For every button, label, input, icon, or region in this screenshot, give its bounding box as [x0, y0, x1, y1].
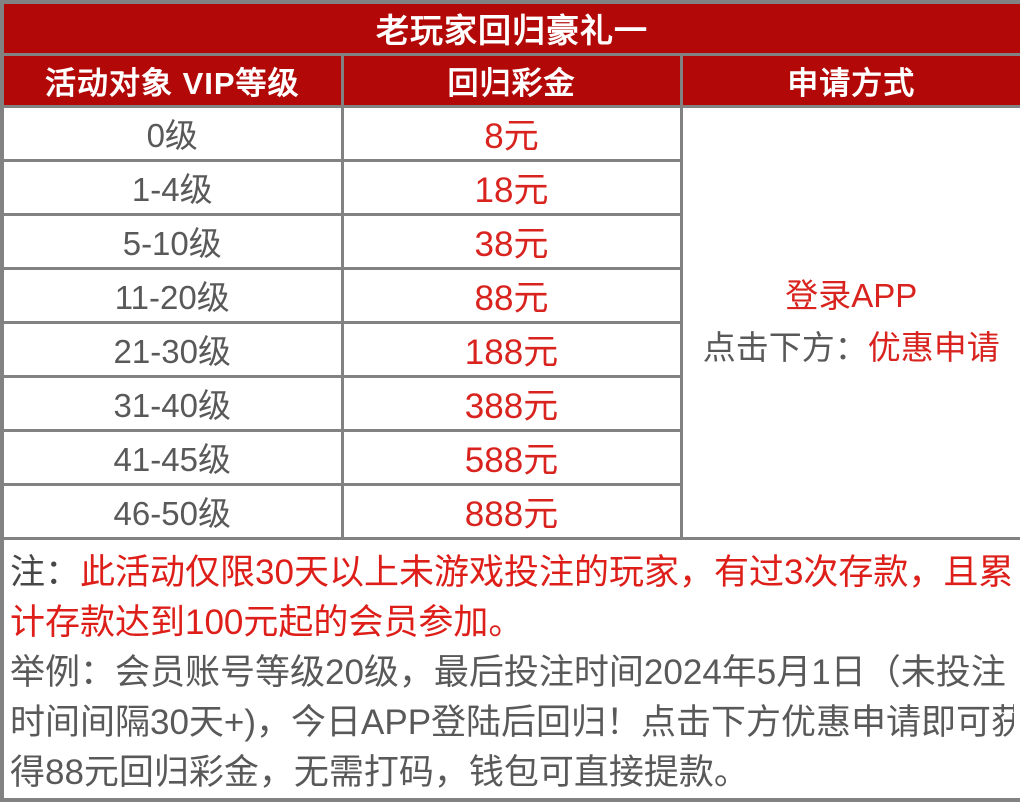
table-row: 0级 8元 登录APP 点击下方：优惠申请 — [2, 106, 1020, 160]
example-line-3: 得88元回归彩金，无需打码，钱包可直接提款。 — [10, 748, 1014, 798]
bonus-cell: 588元 — [342, 430, 681, 484]
vip-level-cell: 31-40级 — [2, 376, 342, 430]
apply-link-text: 优惠申请 — [868, 329, 1000, 366]
bonus-cell: 888元 — [342, 484, 681, 538]
note-prefix: 注： — [10, 553, 80, 592]
vip-level-cell: 0级 — [2, 106, 342, 160]
bonus-cell: 188元 — [342, 322, 681, 376]
vip-level-cell: 41-45级 — [2, 430, 342, 484]
col-header-apply-method: 申请方式 — [681, 54, 1020, 106]
example-line-2: 时间间隔30天+)，今日APP登陆后回归！点击下方优惠申请即可获 — [10, 698, 1014, 748]
vip-level-cell: 1-4级 — [2, 160, 342, 214]
bonus-cell: 38元 — [342, 214, 681, 268]
vip-level-cell: 5-10级 — [2, 214, 342, 268]
example-line-1: 举例：会员账号等级20级，最后投注时间2024年5月1日（未投注 — [10, 648, 1014, 698]
vip-level-cell: 11-20级 — [2, 268, 342, 322]
apply-instruction-line: 点击下方：优惠申请 — [683, 322, 1020, 374]
page-title: 老玩家回归豪礼一 — [2, 2, 1020, 54]
note-red-text-1: 此活动仅限30天以上未游戏投注的玩家，有过3次存款，且累 — [80, 553, 1013, 592]
vip-level-cell: 21-30级 — [2, 322, 342, 376]
notes-cell: 注：此活动仅限30天以上未游戏投注的玩家，有过3次存款，且累 计存款达到100元… — [2, 538, 1020, 800]
apply-instruction-text: 点击下方： — [703, 329, 868, 366]
col-header-vip-level: 活动对象 VIP等级 — [2, 54, 342, 106]
note-red-text-2: 计存款达到100元起的会员参加。 — [10, 598, 1014, 648]
bonus-cell: 88元 — [342, 268, 681, 322]
bonus-cell: 8元 — [342, 106, 681, 160]
bonus-cell: 388元 — [342, 376, 681, 430]
col-header-bonus: 回归彩金 — [342, 54, 681, 106]
apply-method-cell: 登录APP 点击下方：优惠申请 — [681, 106, 1020, 538]
login-app-text: 登录APP — [683, 270, 1020, 322]
bonus-cell: 18元 — [342, 160, 681, 214]
note-line-1: 注：此活动仅限30天以上未游戏投注的玩家，有过3次存款，且累 — [10, 548, 1014, 598]
vip-level-cell: 46-50级 — [2, 484, 342, 538]
